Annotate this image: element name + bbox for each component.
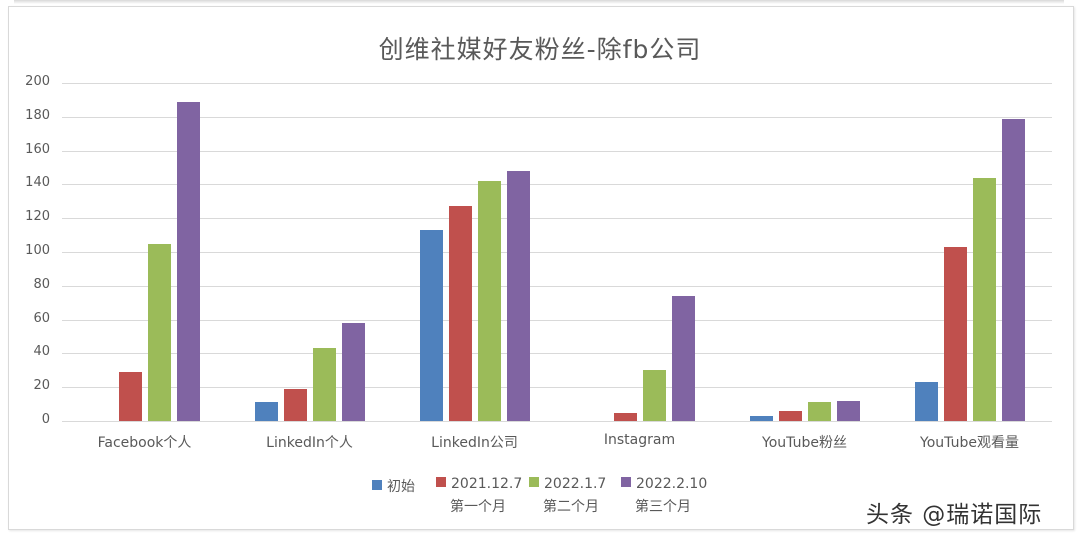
y-tick-label: 60: [33, 310, 50, 326]
bar: [477, 181, 501, 421]
y-tick-label: 120: [25, 209, 50, 225]
legend-item-month2: 2022.1.7: [529, 476, 606, 492]
legend-swatch-blue: [372, 480, 382, 490]
top-shadow: [14, 0, 1064, 4]
bar: [671, 295, 695, 421]
gridline: [62, 116, 1052, 118]
legend-label: 2022.1.7: [544, 476, 607, 492]
y-tick-label: 40: [33, 344, 50, 360]
bar: [419, 230, 443, 421]
legend-sublabel: 第二个月: [543, 499, 599, 515]
y-tick-label: 180: [25, 107, 50, 123]
bar: [254, 402, 278, 421]
x-tick-label: YouTube观看量: [920, 435, 1019, 451]
bar: [943, 246, 967, 421]
x-tick-label: LinkedIn公司: [431, 435, 518, 451]
y-tick-label: 200: [25, 74, 50, 89]
bar: [506, 170, 530, 421]
bar: [176, 101, 200, 421]
legend-item-month3: 2022.2.10: [621, 476, 707, 492]
y-tick-label: 100: [25, 243, 50, 258]
legend-swatch-purple: [621, 477, 631, 487]
bar: [448, 206, 472, 421]
legend-item-initial: 初始: [372, 476, 415, 496]
gridline: [62, 83, 1052, 84]
chart-title: 创维社媒好友粉丝-除fb公司: [378, 35, 702, 64]
plot-area: [62, 83, 1052, 422]
bar: [613, 412, 637, 421]
watermark: 头条 @瑞诺国际: [866, 502, 1043, 528]
gridline: [62, 319, 1052, 321]
gridline: [62, 421, 1052, 422]
gridline: [62, 387, 1052, 389]
y-tick-label: 20: [33, 378, 50, 394]
gridline: [62, 285, 1052, 287]
y-tick-label: 160: [25, 141, 50, 157]
bar: [642, 370, 666, 421]
gridline: [62, 150, 1052, 152]
y-tick-label: 0: [41, 412, 50, 427]
x-tick-label: Instagram: [603, 432, 676, 448]
gridline: [62, 353, 1052, 355]
legend-sublabel: 第一个月: [450, 499, 506, 515]
gridline: [62, 184, 1052, 186]
legend-label: 2022.2.10: [636, 476, 708, 492]
legend-sublabel: 第三个月: [635, 499, 691, 515]
bar: [914, 382, 938, 421]
y-tick-label: 80: [33, 276, 50, 292]
bar: [341, 322, 365, 421]
bar: [312, 348, 336, 421]
legend-swatch-red: [436, 477, 446, 487]
bar: [1001, 118, 1025, 421]
bar: [118, 372, 142, 421]
gridline: [62, 218, 1052, 220]
legend-label: 2021.12.7: [451, 476, 523, 492]
bar: [836, 400, 860, 421]
bar: [972, 177, 996, 421]
gridline: [62, 252, 1052, 253]
bar: [147, 243, 171, 421]
bar: [778, 410, 802, 421]
x-tick-label: YouTube粉丝: [762, 435, 847, 451]
bar: [749, 415, 773, 421]
x-tick-label: Facebook个人: [97, 435, 192, 451]
bar: [807, 402, 831, 421]
legend-label: 初始: [387, 479, 415, 495]
legend-swatch-green: [529, 477, 539, 487]
legend-item-month1: 2021.12.7: [436, 476, 522, 492]
y-tick-label: 140: [25, 175, 50, 191]
x-tick-label: LinkedIn个人: [266, 435, 353, 451]
bar: [283, 388, 307, 421]
